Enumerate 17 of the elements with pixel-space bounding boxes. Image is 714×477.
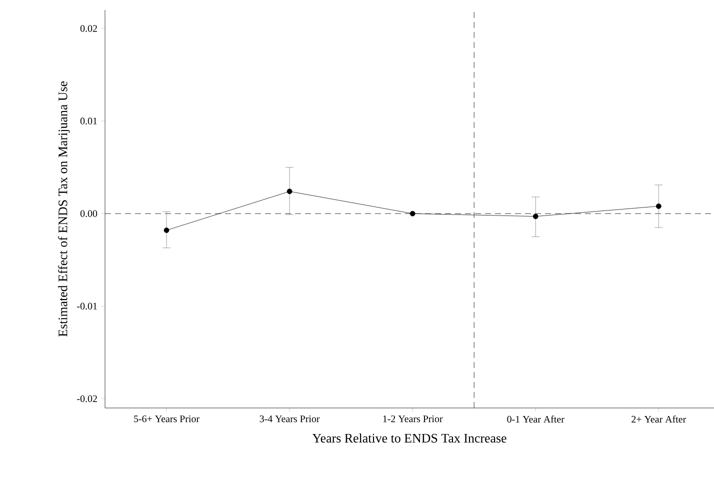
x-tick-label: 0-1 Year After (507, 416, 564, 423)
point (286, 188, 292, 194)
x-tick-label: 3-4 Years Prior (260, 416, 320, 422)
y-tick-label: 0.02 (80, 25, 97, 32)
point (164, 228, 170, 233)
y-tick-label: -0.01 (77, 302, 97, 310)
x-tick-label: 5-6+ Years Prior (134, 416, 200, 422)
y-tick-label: 0.00 (80, 210, 98, 217)
x-axis-title: Years Relative to ENDS Tax Increase (312, 433, 506, 443)
x-tick-label: 2+ Year After (632, 416, 686, 423)
y-tick-label: 0.01 (80, 118, 97, 124)
x-tick-label: 1-2 Years Prior (383, 416, 443, 422)
y-axis-title: Estimated Effect of ENDS Tax on Marijuana Use (58, 81, 70, 337)
point (532, 214, 538, 220)
point (656, 204, 662, 209)
point (410, 210, 416, 216)
y-tick-label: -0.02 (77, 395, 97, 402)
